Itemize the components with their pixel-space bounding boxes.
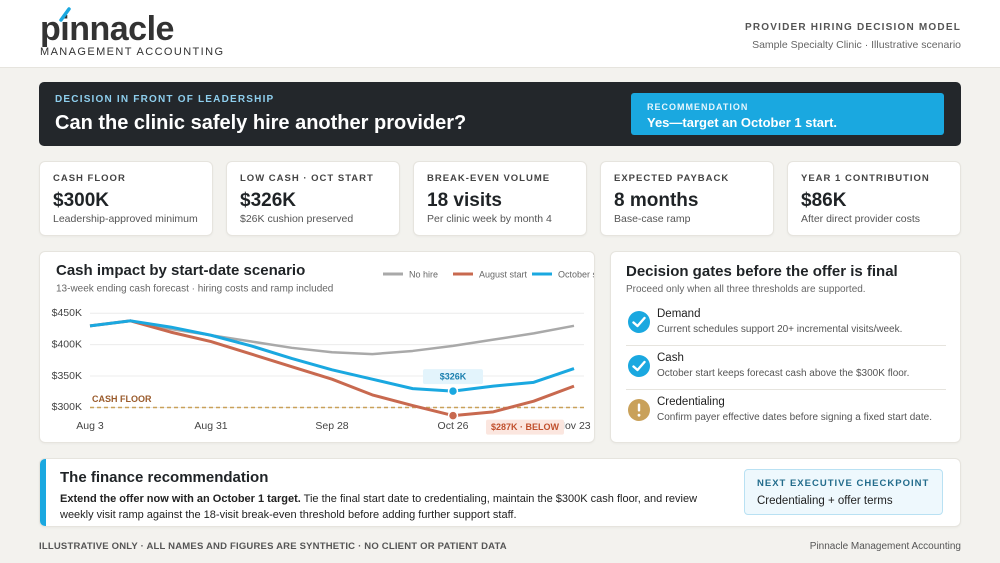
recommendation-text: Yes—target an October 1 start. bbox=[647, 115, 838, 130]
x-tick-label: Aug 3 bbox=[76, 420, 104, 432]
recommendation: RECOMMENDATION Yes—target an October 1 s… bbox=[631, 93, 944, 135]
kpi-card: LOW CASH · OCT START $326K $26K cushion pr… bbox=[226, 161, 400, 236]
kpi-value: 8 months bbox=[614, 190, 699, 211]
finance-text: Extend the offer now with an October 1 t… bbox=[60, 491, 700, 523]
checkpoint: NEXT EXECUTIVE CHECKPOINT Credentialing … bbox=[744, 469, 943, 515]
kpi-note: After direct provider costs bbox=[801, 213, 921, 225]
gate-icon bbox=[628, 311, 650, 333]
kpi-note: Per clinic week by month 4 bbox=[427, 213, 552, 225]
y-tick-label: $350K bbox=[52, 370, 82, 382]
gate-text: Current schedules support 20+ incrementa… bbox=[657, 324, 903, 335]
finance-panel: The finance recommendation Extend the of… bbox=[39, 458, 961, 527]
kpi-card: CASH FLOOR $300K Leadership-approved minim… bbox=[39, 161, 213, 236]
kpi-card: BREAK-EVEN VOLUME 18 visits Per clinic wee… bbox=[413, 161, 587, 236]
divider bbox=[626, 389, 946, 390]
value-label-bg bbox=[423, 369, 483, 385]
icon-check bbox=[632, 360, 646, 372]
logo-accent bbox=[59, 7, 71, 22]
accent-bar bbox=[40, 459, 46, 526]
kpi-value: $86K bbox=[801, 190, 847, 211]
icon-circle bbox=[628, 355, 650, 377]
gate-text: October start keeps forecast cash above … bbox=[657, 368, 910, 379]
point-marker bbox=[447, 410, 459, 421]
x-tick-label: Aug 31 bbox=[194, 420, 227, 432]
value-label-text: $287K · BELOW bbox=[491, 422, 560, 432]
value-label-text: $326K bbox=[440, 371, 467, 381]
y-tick-label: $300K bbox=[52, 401, 82, 413]
kpi-label: BREAK-EVEN VOLUME bbox=[427, 173, 551, 184]
icon-check bbox=[632, 316, 646, 328]
kpi-card: EXPECTED PAYBACK 8 months Base-case ramp bbox=[600, 161, 774, 236]
finance-lead: Extend the offer now with an October 1 t… bbox=[60, 493, 301, 505]
icon-dot bbox=[637, 413, 641, 417]
x-tick-label: Nov 23 bbox=[557, 420, 590, 432]
series-line bbox=[89, 319, 575, 393]
gate-text: Confirm payer effective dates before sig… bbox=[657, 412, 932, 423]
x-tick-label: Oct 26 bbox=[438, 420, 469, 432]
eyebrow: DECISION IN FRONT OF LEADERSHIP bbox=[55, 94, 275, 105]
header: pinnacle MANAGEMENT ACCOUNTING PROVIDER … bbox=[0, 0, 1000, 68]
decision-banner: DECISION IN FRONT OF LEADERSHIP Can the … bbox=[39, 82, 961, 146]
chart-subtitle: 13-week ending cash forecast · hiring co… bbox=[56, 284, 333, 295]
value-label-bg bbox=[486, 419, 564, 435]
kpi-card: YEAR 1 CONTRIBUTION $86K After direct prov… bbox=[787, 161, 961, 236]
logo-subtitle: MANAGEMENT ACCOUNTING bbox=[40, 46, 225, 58]
kpi-note: Leadership-approved minimum bbox=[53, 213, 198, 225]
y-tick-label: $450K bbox=[52, 307, 82, 319]
kpi-note: Base-case ramp bbox=[614, 213, 691, 225]
question: Can the clinic safely hire another provi… bbox=[55, 112, 467, 134]
kpi-label: CASH FLOOR bbox=[53, 173, 126, 184]
x-tick-label: Sep 28 bbox=[315, 420, 348, 432]
chart-panel: Cash impact by start-date scenario 13-we… bbox=[39, 251, 595, 443]
recommendation-label: RECOMMENDATION bbox=[647, 102, 749, 112]
checkpoint-text: Credentialing + offer terms bbox=[757, 495, 893, 507]
header-subtitle: Sample Specialty Clinic · Illustrative s… bbox=[752, 39, 961, 51]
gate-name: Credentialing bbox=[657, 396, 725, 408]
y-tick-label: $400K bbox=[52, 338, 82, 350]
series-line bbox=[89, 319, 575, 418]
chart-title: Cash impact by start-date scenario bbox=[56, 262, 305, 279]
checkpoint-label: NEXT EXECUTIVE CHECKPOINT bbox=[757, 478, 930, 489]
icon-circle bbox=[628, 311, 650, 333]
gates-panel: Decision gates before the offer is final… bbox=[610, 251, 961, 443]
finance-body: Tie the final start date to credentialin… bbox=[60, 493, 698, 521]
gate: Demand Current schedules support 20+ incr… bbox=[627, 308, 947, 352]
kpi-value: 18 visits bbox=[427, 190, 502, 211]
value-label: $287K · BELOW bbox=[486, 419, 564, 435]
kpi-label: LOW CASH · OCT START bbox=[240, 173, 374, 184]
chart: Cash impact by start-date scenario 13-we… bbox=[52, 262, 595, 435]
finance-title: The finance recommendation bbox=[60, 469, 269, 486]
footer-note: ILLUSTRATIVE ONLY · ALL NAMES AND FIGURE… bbox=[39, 541, 507, 552]
footer-brand: Pinnacle Management Accounting bbox=[809, 541, 961, 552]
gate-icon bbox=[628, 399, 650, 421]
kpi-label: EXPECTED PAYBACK bbox=[614, 173, 730, 184]
legend-label: August start bbox=[479, 269, 528, 279]
gate-name: Cash bbox=[657, 352, 684, 364]
gate: Cash October start keeps forecast cash ab… bbox=[627, 352, 947, 396]
gate-icon bbox=[628, 355, 650, 377]
gates-title: Decision gates before the offer is final bbox=[626, 263, 898, 280]
kpi-value: $300K bbox=[53, 190, 109, 211]
threshold-label: CASH FLOOR bbox=[92, 394, 152, 404]
point-marker bbox=[447, 385, 459, 397]
header-title: PROVIDER HIRING DECISION MODEL bbox=[744, 22, 961, 33]
series-line bbox=[89, 319, 575, 356]
kpi-label: YEAR 1 CONTRIBUTION bbox=[801, 173, 930, 184]
icon-bang bbox=[637, 403, 641, 412]
legend-label: October start bbox=[558, 269, 595, 279]
legend-label: No hire bbox=[409, 269, 438, 279]
divider bbox=[626, 345, 946, 346]
kpi-note: $26K cushion preserved bbox=[240, 213, 354, 225]
gates-subtitle: Proceed only when all three thresholds a… bbox=[626, 284, 866, 295]
gate-name: Demand bbox=[657, 308, 701, 320]
gate: Credentialing Confirm payer effective dat… bbox=[627, 396, 947, 440]
value-label: $326K bbox=[423, 369, 483, 385]
kpi-value: $326K bbox=[240, 190, 296, 211]
